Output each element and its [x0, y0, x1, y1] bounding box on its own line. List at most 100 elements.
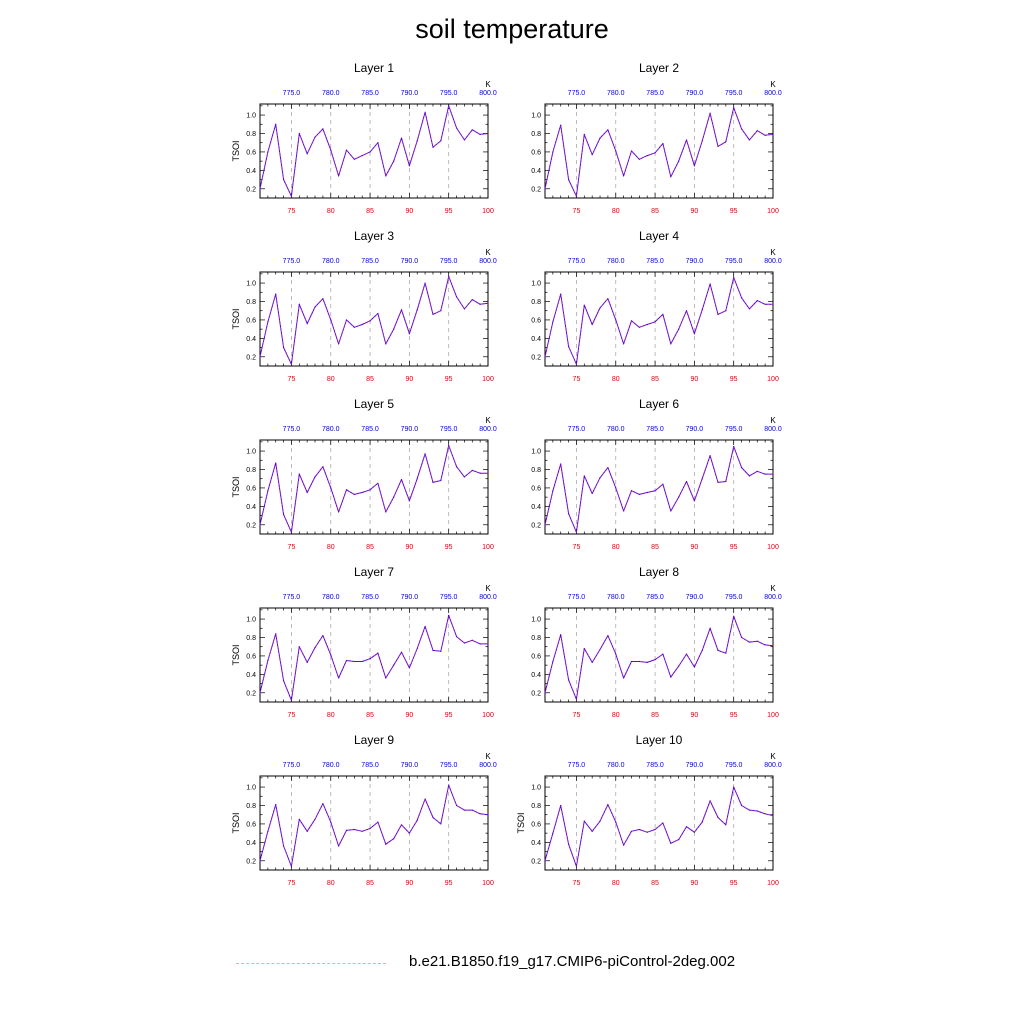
- data-point: [615, 150, 617, 152]
- y-tick-label: 0.8: [531, 131, 541, 138]
- data-point: [432, 481, 434, 483]
- data-point: [290, 865, 293, 867]
- x-tick-label: 90: [405, 376, 413, 383]
- y-axis-label: TSOI: [231, 644, 241, 665]
- data-point: [345, 489, 348, 491]
- x-tick-label: 95: [730, 208, 738, 215]
- data-point: [701, 140, 703, 142]
- data-point: [709, 455, 711, 457]
- top-axis-unit: K: [770, 416, 776, 425]
- data-point: [393, 160, 395, 162]
- y-tick-label: 0.2: [531, 354, 541, 361]
- top-tick-label: 785.0: [361, 594, 379, 601]
- panel-1: Layer 1 75 80 85 90 95 100 775.0 780.0 785.0 790.0…: [231, 61, 497, 215]
- y-tick-label: 0.2: [246, 858, 256, 865]
- data-point: [314, 647, 316, 649]
- top-tick-label: 790.0: [401, 90, 419, 97]
- y-tick-label: 0.6: [531, 317, 541, 324]
- y-tick-label: 0.4: [531, 336, 541, 343]
- data-point: [369, 658, 371, 660]
- y-tick-label: 0.8: [531, 635, 541, 642]
- top-tick-label: 795.0: [440, 258, 458, 265]
- series-line: [259, 445, 488, 533]
- data-point: [615, 821, 617, 823]
- data-point: [479, 303, 481, 305]
- data-point: [709, 283, 711, 285]
- data-point: [290, 195, 293, 197]
- data-point: [298, 646, 300, 648]
- data-point: [408, 667, 410, 669]
- data-point: [552, 832, 554, 834]
- top-tick-label: 800.0: [479, 426, 497, 433]
- data-point: [662, 653, 664, 655]
- data-point: [432, 649, 434, 651]
- x-tick-label: 100: [767, 376, 779, 383]
- data-point: [471, 299, 473, 301]
- data-point: [377, 482, 379, 484]
- top-tick-label: 795.0: [725, 762, 743, 769]
- data-point: [748, 139, 751, 141]
- legend-line-sample: [236, 963, 386, 964]
- y-tick-label: 0.6: [246, 821, 256, 828]
- x-tick-label: 90: [405, 880, 413, 887]
- top-axis-unit: K: [770, 584, 776, 593]
- data-point: [764, 473, 766, 475]
- x-tick-label: 85: [366, 880, 374, 887]
- panel-title: Layer 6: [639, 397, 679, 411]
- series-line: [259, 276, 489, 365]
- data-point: [408, 165, 410, 167]
- y-tick-label: 0.4: [531, 168, 541, 175]
- data-point: [717, 481, 719, 483]
- data-point: [377, 312, 379, 315]
- series-line: [544, 446, 773, 533]
- data-point: [408, 832, 410, 834]
- data-point: [552, 660, 554, 663]
- y-tick-label: 1.0: [246, 785, 256, 792]
- x-tick-label: 95: [445, 376, 453, 383]
- data-point: [646, 661, 648, 663]
- y-tick-label: 0.2: [246, 522, 256, 529]
- data-point: [693, 333, 695, 335]
- data-point: [772, 133, 774, 136]
- series-line-overlay: [544, 106, 774, 198]
- data-point: [740, 128, 743, 130]
- data-point: [654, 828, 656, 831]
- data-point: [448, 105, 450, 107]
- data-point: [567, 346, 570, 348]
- top-tick-label: 780.0: [322, 594, 340, 601]
- top-tick-label: 780.0: [322, 762, 340, 769]
- top-tick-label: 780.0: [322, 426, 340, 433]
- top-tick-label: 785.0: [361, 258, 379, 265]
- data-point: [440, 310, 442, 312]
- data-point: [259, 692, 261, 694]
- data-point: [670, 176, 672, 178]
- y-tick-label: 1.0: [531, 785, 541, 792]
- data-point: [322, 635, 324, 637]
- data-point: [275, 123, 277, 125]
- plot-frame: [259, 271, 489, 367]
- data-point: [615, 319, 617, 321]
- data-point: [330, 487, 332, 489]
- data-point: [764, 813, 766, 815]
- y-tick-label: 1.0: [246, 113, 256, 120]
- top-tick-label: 790.0: [686, 426, 704, 433]
- data-point: [361, 491, 363, 494]
- data-point: [599, 477, 601, 479]
- data-point: [345, 319, 348, 321]
- data-point: [479, 472, 481, 474]
- data-point: [670, 676, 672, 678]
- data-point: [599, 137, 601, 139]
- y-tick-label: 0.6: [531, 653, 541, 660]
- data-point: [463, 139, 466, 141]
- data-point: [448, 444, 450, 447]
- y-tick-label: 0.6: [246, 149, 256, 156]
- data-point: [591, 323, 593, 326]
- data-point: [638, 158, 640, 160]
- data-point: [756, 640, 758, 642]
- data-point: [345, 149, 348, 151]
- data-point: [275, 633, 277, 635]
- data-point: [353, 660, 355, 663]
- data-point: [322, 803, 324, 805]
- data-point: [416, 819, 418, 821]
